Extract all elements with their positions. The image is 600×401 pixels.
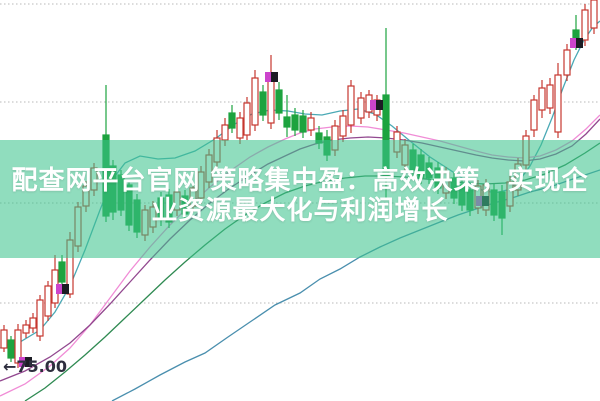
signal-marker: [570, 38, 576, 48]
candle-body: [554, 74, 562, 133]
candle-body: [29, 317, 37, 329]
signal-marker: [56, 284, 62, 294]
candle-body: [7, 339, 15, 359]
candle-body: [581, 9, 589, 41]
candle-body: [347, 85, 355, 126]
candle-body: [36, 299, 44, 337]
candle-body: [58, 261, 66, 283]
candle-body: [563, 49, 571, 76]
candle-body: [382, 94, 390, 176]
signal-marker: [576, 38, 583, 48]
promo-text-line1: 配查网平台官网 策略集中盈：高效决策，实现企: [11, 166, 589, 196]
candle-body: [590, 0, 598, 29]
candle-body: [401, 144, 409, 166]
candle-body: [530, 99, 538, 131]
candle-body: [546, 84, 554, 109]
candle-body: [0, 329, 8, 349]
candle-body: [267, 79, 275, 124]
signal-marker: [19, 357, 25, 367]
candle-body: [299, 115, 307, 133]
signal-marker: [271, 72, 278, 82]
candle-body: [251, 77, 259, 126]
candle-body: [228, 112, 236, 129]
candle-body: [291, 114, 299, 131]
candle-body: [522, 135, 530, 166]
candle-body: [275, 89, 283, 114]
candle-body: [283, 116, 291, 128]
candle-body: [538, 87, 546, 111]
signal-marker: [25, 357, 32, 367]
candle-body: [393, 131, 401, 153]
promo-text-line2: 业资源最大化与利润增长: [151, 196, 449, 226]
candle-body: [221, 124, 229, 141]
signal-marker: [370, 100, 376, 110]
signal-marker: [62, 284, 69, 294]
candle-body: [243, 102, 251, 136]
candle-body: [259, 91, 267, 116]
candle-body: [307, 117, 315, 131]
ma-mid-purple: [0, 118, 600, 382]
candle-body: [44, 285, 52, 317]
candle-body: [357, 97, 365, 119]
candle-body: [331, 125, 339, 151]
candle-body: [323, 136, 331, 156]
signal-marker: [376, 100, 383, 110]
candle-body: [315, 132, 323, 144]
candle-body: [213, 137, 221, 163]
candle-body: [236, 117, 244, 139]
signal-marker: [265, 72, 271, 82]
candle-body: [14, 329, 22, 364]
candle-body: [22, 324, 30, 334]
candle-body: [339, 115, 347, 137]
price-level-label: ←75.00: [3, 357, 68, 376]
ma-mid-pink: [0, 114, 600, 397]
